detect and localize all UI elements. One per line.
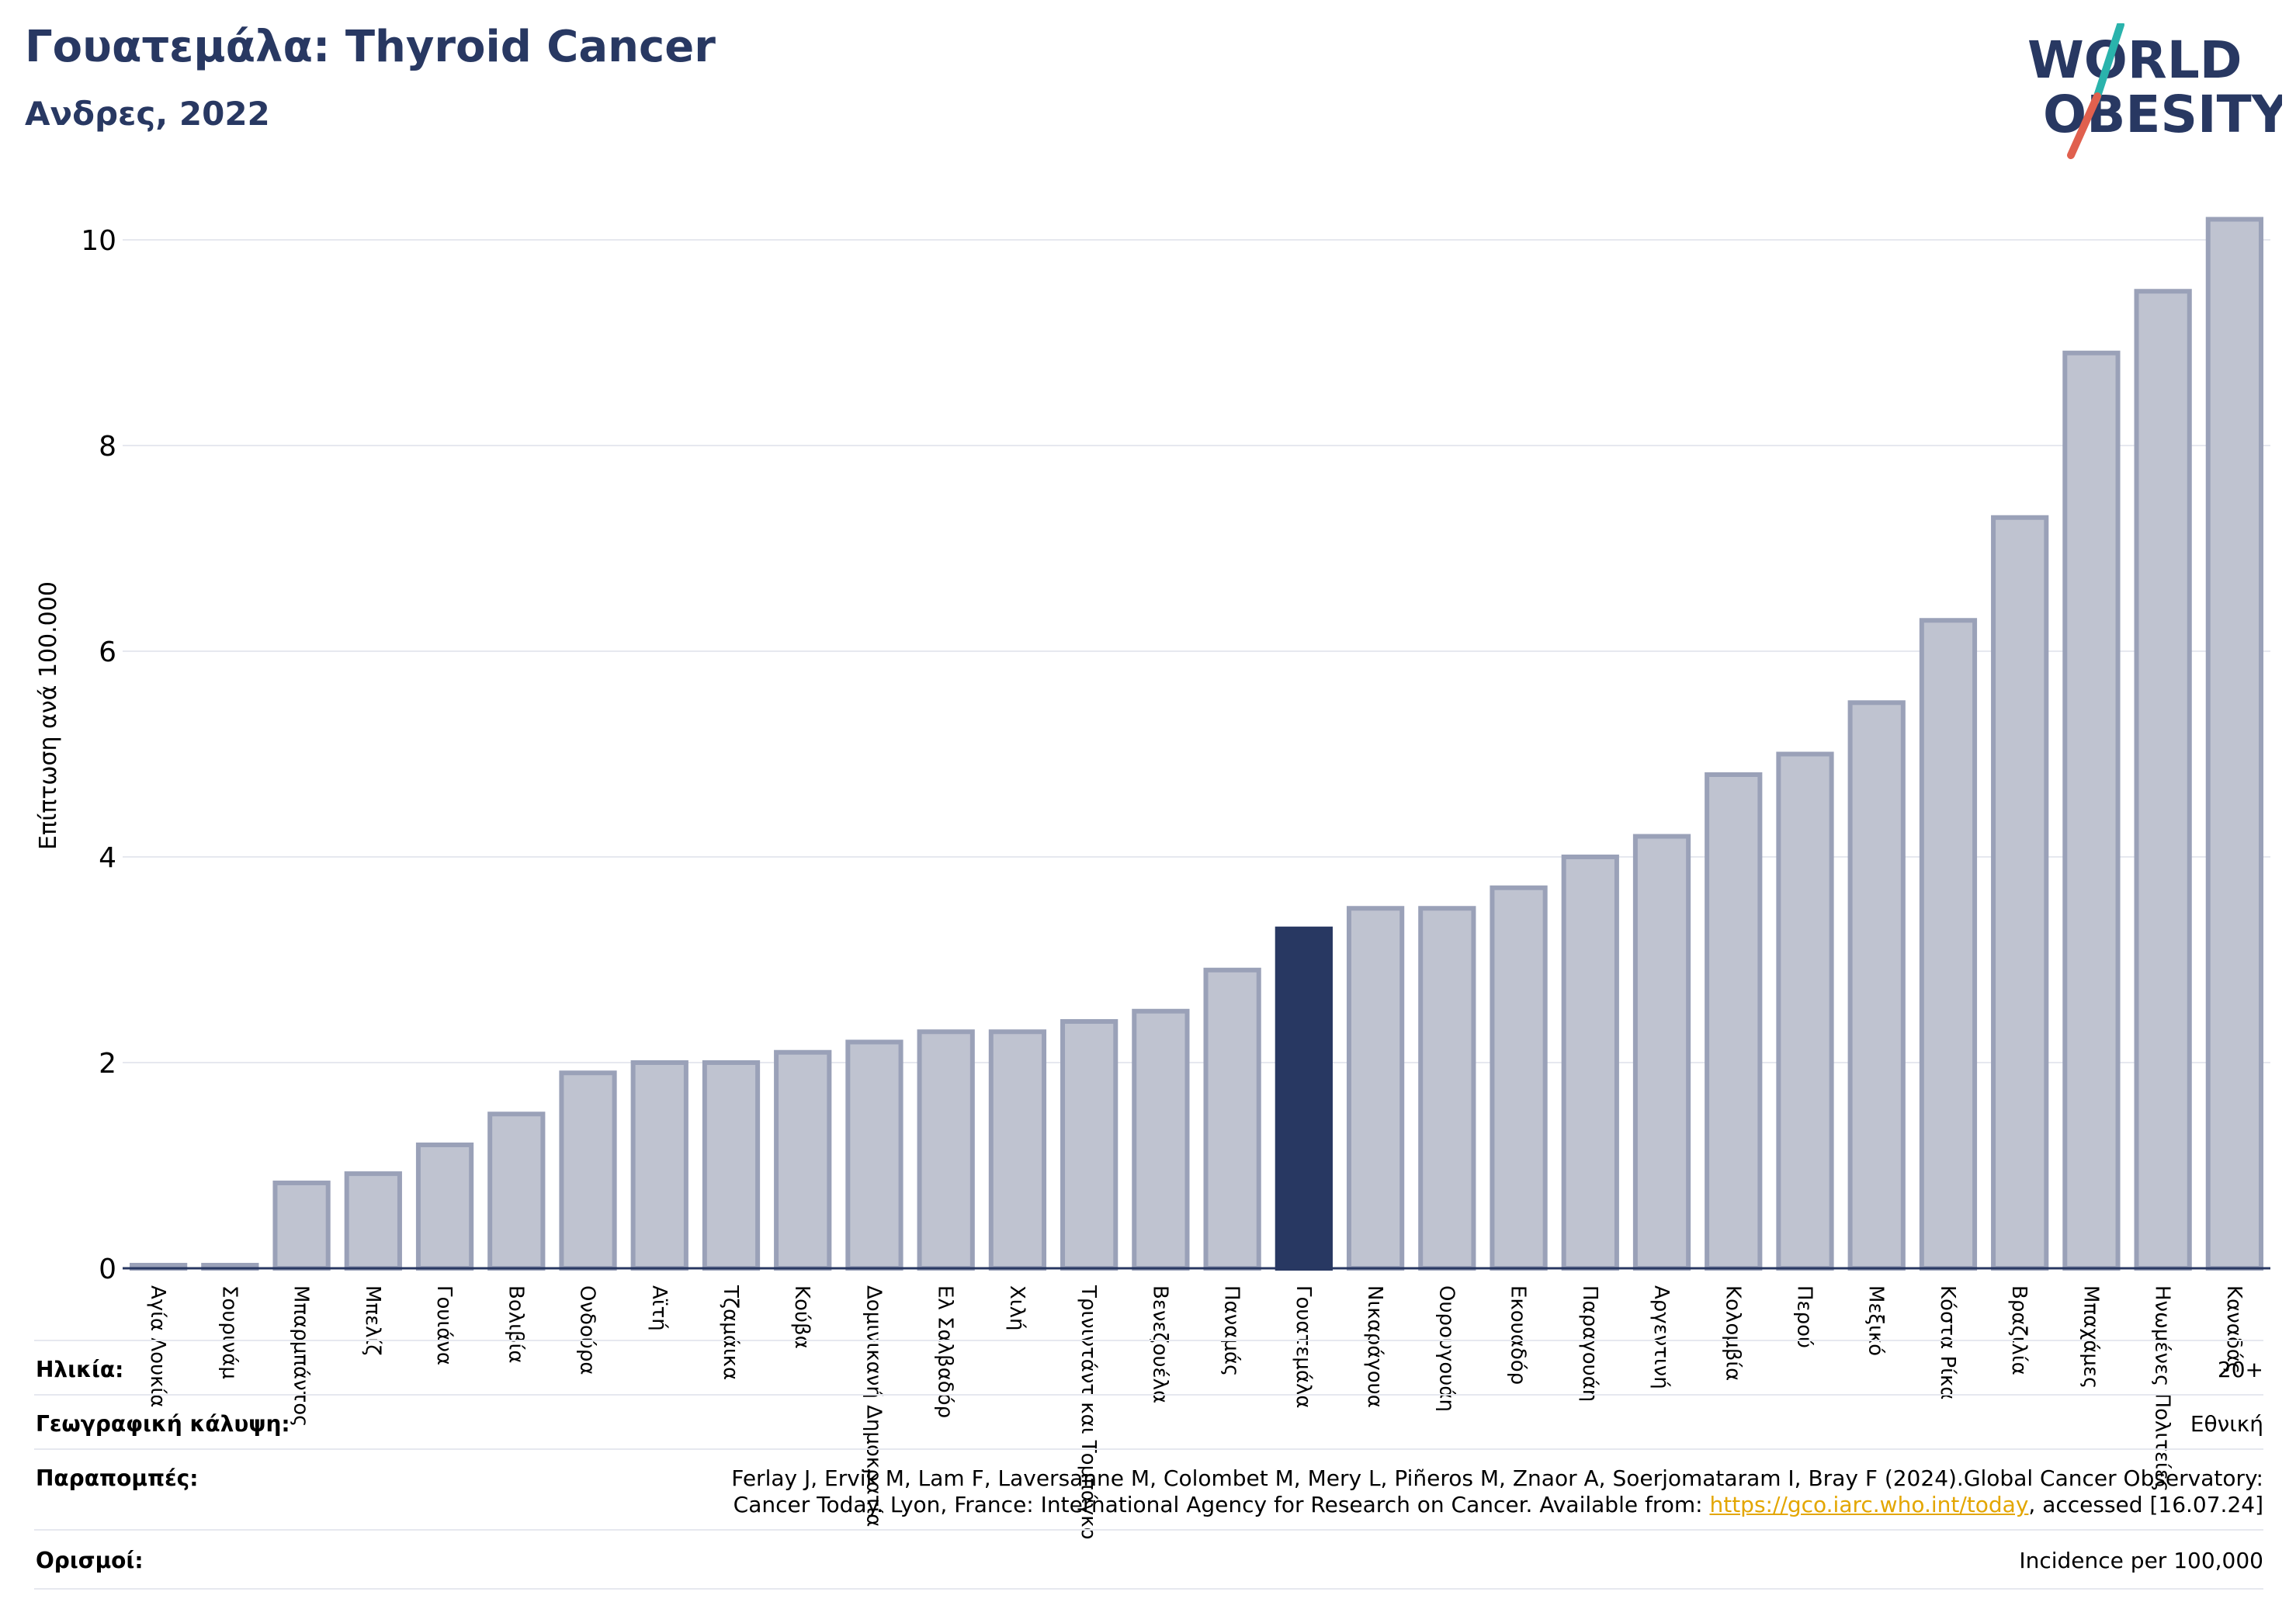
category-label: Αργεντινή (1649, 1285, 1673, 1389)
bar (1776, 751, 1834, 1271)
logo-slash-top (2092, 23, 2124, 105)
category-label: Δομινικανή Δημοκρατία (862, 1285, 885, 1527)
category-label: Κούβα (790, 1285, 813, 1349)
coverage-value: Εθνική (2190, 1411, 2263, 1437)
category-label: Βενεζουέλα (1148, 1285, 1171, 1403)
y-tick-label: 6 (99, 636, 116, 668)
y-tick-label: 2 (99, 1048, 116, 1080)
info-row-references: Παραπομπές: Ferlay J, Ervik M, Lam F, La… (34, 1448, 2263, 1531)
references-line-1: Ferlay J, Ervik M, Lam F, Laversanne M, … (731, 1465, 2263, 1491)
category-label: Κολομβία (1721, 1285, 1744, 1381)
bars (129, 217, 2264, 1271)
category-label: Σουρινάμ (217, 1285, 241, 1379)
category-label: Βολιβία (504, 1285, 527, 1363)
grid-lines (123, 239, 2270, 1063)
bar (1991, 515, 2049, 1271)
bar (1346, 906, 1405, 1271)
bar (2134, 289, 2192, 1271)
category-label: Καναδάς (2222, 1285, 2246, 1374)
logo-slash-bottom (2067, 92, 2101, 159)
age-label: Ηλικία: (36, 1357, 124, 1382)
bar (2062, 350, 2121, 1271)
bar (774, 1049, 832, 1271)
category-label: Μεξικό (1864, 1285, 1888, 1356)
references-line-2: Cancer Today. Lyon, France: Internationa… (731, 1492, 2263, 1518)
references-link[interactable]: https://gco.iarc.who.int/today (1709, 1492, 2029, 1517)
bar (1060, 1019, 1119, 1271)
y-tick-label: 10 (81, 225, 116, 257)
bar (1705, 772, 1763, 1271)
category-label: Χιλή (1005, 1285, 1028, 1330)
bar (630, 1060, 688, 1271)
bar (1490, 885, 1548, 1271)
category-label: Κόστα Ρίκα (1936, 1285, 1959, 1399)
bar (1203, 967, 1261, 1271)
bar (988, 1029, 1047, 1271)
category-label: Βραζιλία (2007, 1285, 2031, 1375)
category-label: Γουιάνα (432, 1285, 456, 1365)
y-tick-label: 0 (99, 1254, 116, 1285)
bar (1632, 834, 1691, 1271)
bar (344, 1171, 402, 1271)
y-tick-labels: 0 2 4 6 8 10 (81, 225, 116, 1285)
category-label: Περού (1792, 1285, 1816, 1348)
info-row-age: Ηλικία: 20+ (34, 1340, 2263, 1396)
category-label: Νικαράγουα (1363, 1285, 1386, 1408)
bar (1132, 1008, 1190, 1271)
age-value: 20+ (2217, 1357, 2263, 1382)
definitions-value: Incidence per 100,000 (2019, 1548, 2263, 1573)
category-label: Μπελίζ (361, 1285, 384, 1355)
definitions-label: Ορισμοί: (36, 1548, 144, 1573)
bar (1418, 906, 1476, 1271)
y-axis-label: Επίπτωση ανά 100.000 (35, 581, 62, 850)
category-label: Μπαχάμες (2079, 1285, 2102, 1389)
references-label: Παραπομπές: (36, 1465, 199, 1491)
coverage-label: Γεωγραφική κάλυψη: (36, 1411, 290, 1437)
bar (487, 1111, 546, 1271)
chart-subtitle: Ανδρες, 2022 (25, 95, 270, 133)
bar (1919, 618, 1978, 1271)
category-label: Ελ Σαλβαδόρ (934, 1285, 957, 1418)
category-label: Αγία Λουκία (146, 1285, 169, 1407)
category-label: Αϊτή (647, 1285, 671, 1331)
references-text: Ferlay J, Ervik M, Lam F, Laversanne M, … (731, 1465, 2263, 1518)
info-row-coverage: Γεωγραφική κάλυψη: Εθνική (34, 1394, 2263, 1450)
bar (702, 1060, 761, 1271)
bar (1847, 700, 1906, 1271)
references-line-2-pre: Cancer Today. Lyon, France: Internationa… (733, 1492, 1710, 1517)
info-row-definitions: Ορισμοί: Incidence per 100,000 (34, 1529, 2263, 1590)
category-label: Εκουαδόρ (1507, 1285, 1530, 1385)
category-label: Ηνωμένες Πολιτείες (2151, 1285, 2174, 1492)
references-line-2-post: , accessed [16.07.24] (2028, 1492, 2263, 1517)
y-tick-label: 4 (99, 842, 116, 874)
bar (845, 1039, 903, 1271)
logo-word-world: WORLD (2027, 30, 2242, 90)
category-label: Τρινιντάντ και Τομπάγκο (1077, 1285, 1100, 1540)
category-label: Γουατεμάλα (1292, 1285, 1315, 1409)
bar (559, 1070, 617, 1271)
bar (1561, 855, 1619, 1271)
category-label: Ουρουγουάη (1434, 1285, 1458, 1412)
bar (2205, 217, 2264, 1271)
category-label: Μπαρμπάντος (290, 1285, 313, 1427)
world-obesity-logo: WORLD OBESITY (2027, 23, 2282, 159)
bar (415, 1143, 474, 1271)
category-labels: Αγία Λουκία Σουρινάμ Μπαρμπάντος Μπελίζ Γουι… (146, 1285, 2246, 1540)
y-tick-label: 8 (99, 431, 116, 463)
category-label: Παραγουάη (1578, 1285, 1601, 1402)
category-label: Παναμάς (1220, 1285, 1243, 1376)
bar (917, 1029, 975, 1271)
bar (272, 1181, 331, 1271)
bar-highlighted (1275, 926, 1333, 1271)
chart-title: Γουατεμάλα: Thyroid Cancer (25, 22, 716, 72)
category-label: Ονδούρα (576, 1285, 599, 1375)
category-label: Τζαμάικα (719, 1285, 742, 1380)
